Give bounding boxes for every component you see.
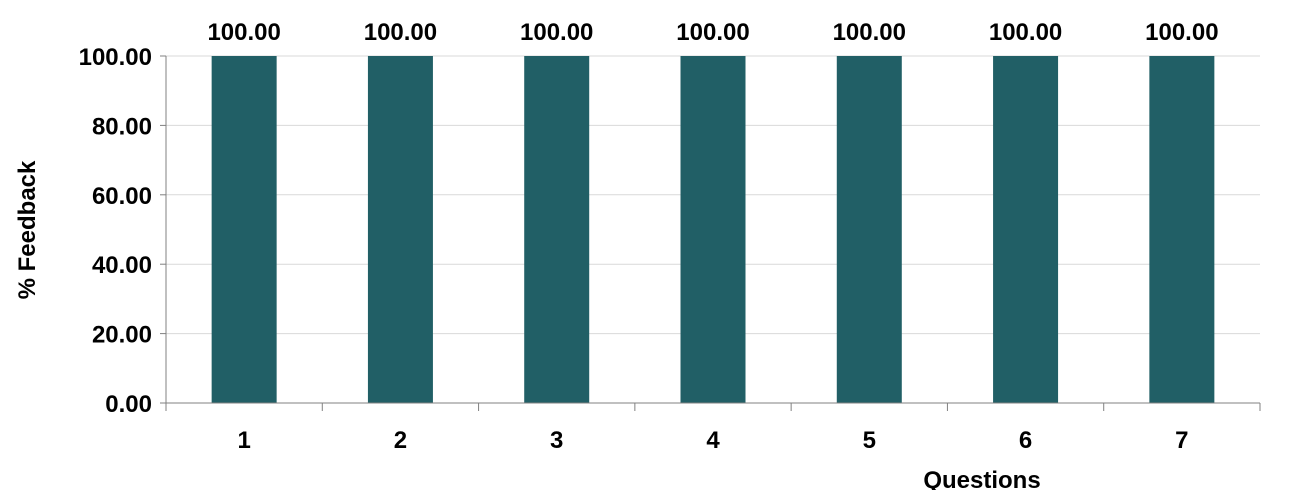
labels: 0.00 20.00 40.00 60.00 80.00 100.00 100.00 1 100… [79,19,1219,454]
axes [160,55,1261,411]
x-tick-label: 7 [1175,427,1188,454]
y-axis-title: % Feedback [14,160,41,299]
data-label: 100.00 [833,19,906,46]
bars [211,56,1215,403]
x-tick-label: 6 [1019,427,1032,454]
bar [211,56,277,403]
y-tick-label: 40.00 [92,252,152,279]
data-label: 100.00 [1145,19,1218,46]
y-tick-label: 0.00 [105,391,152,418]
y-tick-label: 20.00 [92,322,152,349]
y-tick-label: 100.00 [79,44,152,71]
data-label: 100.00 [520,19,593,46]
data-label: 100.00 [364,19,437,46]
bar [367,56,433,403]
data-label: 100.00 [676,19,749,46]
x-tick-label: 1 [237,427,250,454]
x-tick-label: 2 [394,427,407,454]
x-axis-title: Questions [923,467,1040,490]
bar [680,56,746,403]
bar [993,56,1059,403]
y-tick-label: 60.00 [92,183,152,210]
bar [836,56,902,403]
data-label: 100.00 [989,19,1062,46]
bar [524,56,590,403]
y-tick-label: 80.00 [92,113,152,140]
x-tick-label: 3 [550,427,563,454]
bar [1149,56,1215,403]
x-tick-label: 5 [863,427,876,454]
data-label: 100.00 [207,19,280,46]
x-tick-label: 4 [706,427,720,454]
